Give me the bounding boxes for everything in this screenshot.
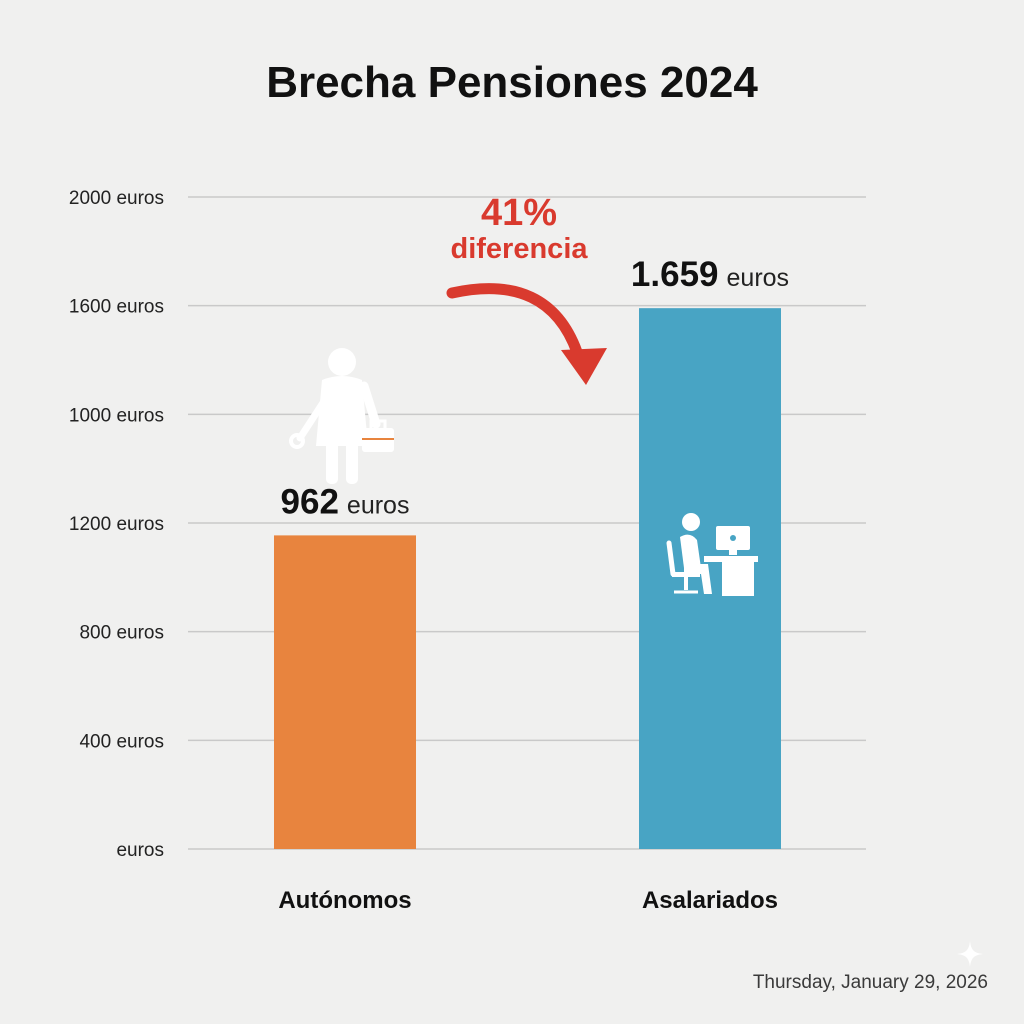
y-tick-label: euros — [116, 840, 164, 861]
curved-arrow-icon — [446, 283, 583, 358]
bar-asalariados — [639, 308, 781, 849]
difference-label: diferencia — [451, 233, 589, 265]
value-unit: euros — [347, 491, 410, 519]
arrow-head-icon — [561, 348, 607, 385]
bar-value-label: 1.659 euros — [631, 255, 789, 294]
value-number: 962 — [281, 482, 339, 521]
difference-annotation: 41% diferencia — [446, 192, 607, 385]
x-category-label: Asalariados — [642, 887, 778, 914]
bar-value-label: 962 euros — [281, 482, 410, 521]
bar-autonomos — [274, 535, 416, 849]
y-axis-ticks: 2000 euros 1600 euros 1000 euros 1200 euros… — [69, 188, 164, 861]
date-stamp: Thursday, January 29, 2026 — [752, 972, 988, 993]
value-unit: euros — [727, 264, 790, 292]
category-labels: Autónomos Asalariados — [278, 887, 778, 914]
bars — [274, 308, 781, 849]
value-labels: 962 euros 1.659 euros — [281, 255, 790, 521]
y-tick-label: 400 euros — [79, 731, 164, 752]
y-tick-label: 1000 euros — [69, 405, 164, 426]
value-number: 1.659 — [631, 255, 719, 294]
office-worker-at-computer-icon — [666, 513, 758, 596]
sparkle-icon — [957, 941, 983, 967]
y-tick-label: 1600 euros — [69, 297, 164, 318]
x-category-label: Autónomos — [278, 887, 411, 914]
worker-with-wrench-and-toolbox-icon — [289, 348, 394, 484]
difference-percent: 41% — [481, 192, 557, 234]
y-tick-label: 800 euros — [79, 623, 164, 644]
chart-title: Brecha Pensiones 2024 — [266, 58, 758, 107]
y-tick-label: 1200 euros — [69, 514, 164, 535]
y-tick-label: 2000 euros — [69, 188, 164, 209]
